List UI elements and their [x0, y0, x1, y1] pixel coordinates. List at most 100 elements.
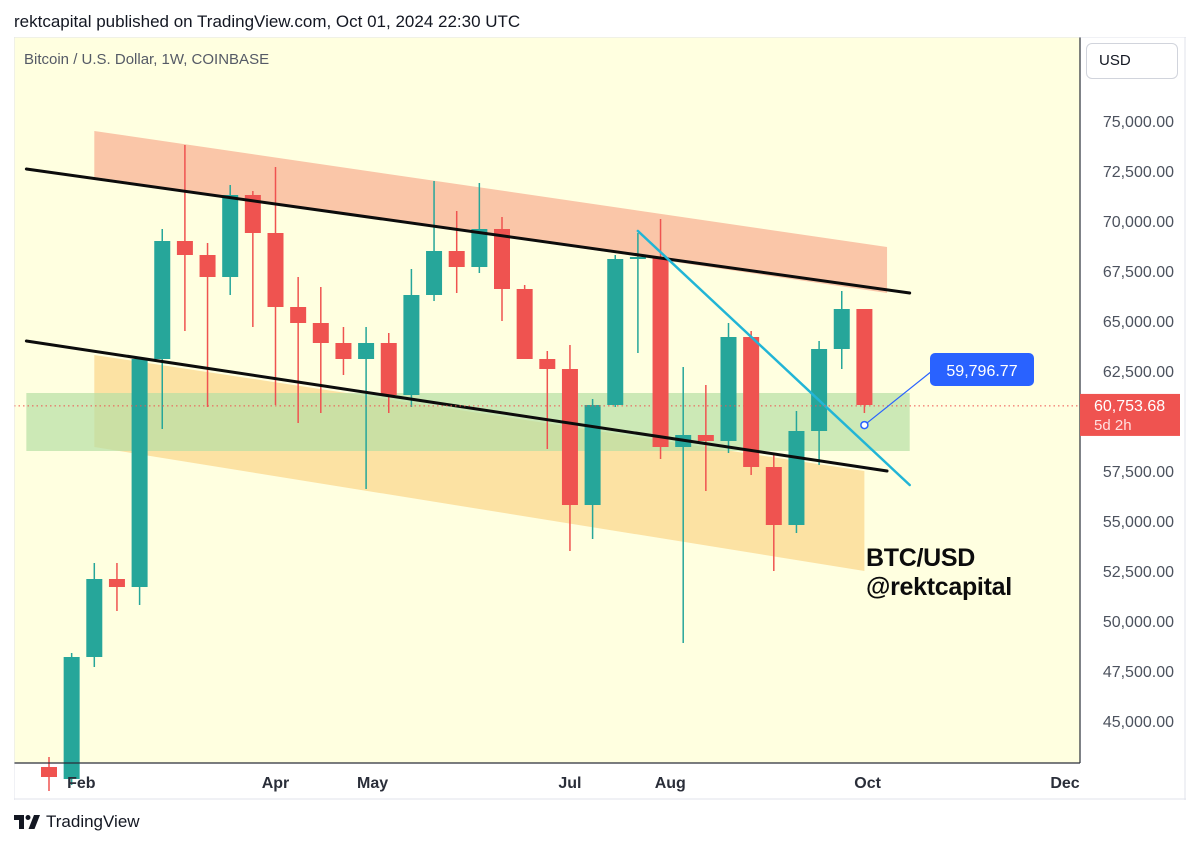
candle-body [516, 289, 533, 359]
candle[interactable] [856, 309, 873, 413]
candle[interactable] [131, 359, 148, 605]
candle[interactable] [403, 269, 420, 407]
candle-body [108, 579, 125, 587]
candle-body [788, 431, 805, 525]
candle-body [41, 767, 57, 777]
footer-brand[interactable]: TradingView [14, 812, 140, 832]
price-tick-label: 50,000.00 [1103, 614, 1174, 631]
candle[interactable] [222, 185, 239, 295]
candle-body [244, 195, 261, 233]
candle-body [63, 657, 80, 779]
candle[interactable] [584, 399, 601, 539]
candle[interactable] [154, 229, 171, 429]
candle-body [539, 359, 556, 369]
resistance-zone [94, 131, 888, 293]
candle-body [426, 251, 443, 295]
candle[interactable] [63, 653, 80, 785]
time-tick-label: Jul [558, 775, 581, 792]
callout-label: 59,796.77 [946, 363, 1017, 380]
candle[interactable] [448, 211, 465, 293]
candle[interactable] [811, 341, 828, 465]
candle[interactable] [244, 191, 261, 327]
last-price-countdown: 5d 2h [1094, 417, 1132, 434]
candle[interactable] [176, 145, 193, 331]
time-tick-label: Aug [655, 775, 686, 792]
currency-selector[interactable]: USD [1086, 43, 1178, 79]
publish-header: rektcapital published on TradingView.com… [14, 12, 521, 31]
candle[interactable] [516, 285, 533, 359]
candle[interactable] [471, 183, 488, 273]
candle-body [856, 309, 873, 405]
candle[interactable] [833, 291, 850, 369]
price-axis[interactable]: 75,000.00 72,500.00 70,000.00 67,500.00 65,0… [1103, 114, 1174, 731]
candle[interactable] [426, 181, 443, 301]
candle-body [154, 241, 171, 359]
candle-body [176, 241, 193, 255]
candles-layer[interactable] [41, 145, 873, 791]
candle[interactable] [86, 563, 103, 667]
trendlines-layer [14, 167, 1080, 487]
candle[interactable] [607, 255, 624, 407]
candle[interactable] [629, 233, 646, 353]
candle-body [811, 349, 828, 431]
candle-body [312, 323, 329, 343]
candle-body [561, 369, 578, 505]
price-tick-label: 70,000.00 [1103, 214, 1174, 231]
zones-layer [26, 131, 910, 571]
price-tick-label: 62,500.00 [1103, 364, 1174, 381]
candle[interactable] [267, 167, 284, 405]
time-tick-label: Feb [67, 775, 96, 792]
green-zone [26, 393, 910, 451]
candle[interactable] [743, 331, 760, 475]
chart-frame[interactable]: 75,000.00 72,500.00 70,000.00 67,500.00 65,0… [14, 37, 1186, 800]
candle-body [267, 233, 284, 307]
downtrend-line [636, 229, 911, 487]
tradingview-logo-icon [14, 815, 40, 829]
footer-brand-label: TradingView [46, 812, 140, 831]
candle[interactable] [697, 385, 714, 491]
candle-body [335, 343, 352, 359]
time-axis[interactable]: Feb Apr May Jul Aug Oct Dec [67, 775, 1080, 792]
callout-anchor [860, 420, 869, 430]
price-tick-label: 57,500.00 [1103, 464, 1174, 481]
candle[interactable] [108, 563, 125, 611]
watermark-pair: BTC/USD [866, 544, 976, 572]
price-tick-label: 55,000.00 [1103, 514, 1174, 531]
candle-body [380, 343, 397, 395]
time-tick-label: Oct [854, 775, 881, 792]
candle[interactable] [561, 345, 578, 551]
candle-body [743, 337, 760, 467]
time-tick-label: Dec [1050, 775, 1079, 792]
price-tick-label: 75,000.00 [1103, 114, 1174, 131]
candle[interactable] [788, 411, 805, 533]
callout-leader [864, 370, 933, 426]
price-markers: 59,796.77 60,753.68 5d 2h [860, 353, 1180, 436]
candle[interactable] [312, 287, 329, 413]
candle[interactable] [380, 333, 397, 413]
candle[interactable] [290, 277, 307, 423]
candle[interactable] [358, 327, 375, 489]
candle[interactable] [199, 243, 216, 407]
time-tick-label: Apr [262, 775, 290, 792]
price-tick-label: 45,000.00 [1103, 714, 1174, 731]
upper-trendline [24, 167, 912, 295]
price-tick-label: 72,500.00 [1103, 164, 1174, 181]
candle-body [720, 337, 737, 441]
candle[interactable] [335, 327, 352, 375]
time-tick-label: May [357, 775, 388, 792]
candle-body [765, 467, 782, 525]
time-axis-background [14, 763, 1186, 800]
candle[interactable] [720, 323, 737, 453]
candle-body [199, 255, 216, 277]
candle-body [697, 435, 714, 441]
chart-watermark: BTC/USD @rektcapital [866, 544, 1012, 602]
candle-body [290, 307, 307, 323]
candle[interactable] [765, 455, 782, 571]
candle-body [471, 229, 488, 267]
candle-body [448, 251, 465, 267]
candle-body [833, 309, 850, 349]
price-tick-label: 47,500.00 [1103, 664, 1174, 681]
price-chart[interactable]: 75,000.00 72,500.00 70,000.00 67,500.00 65,0… [14, 37, 1186, 800]
candle[interactable] [539, 351, 556, 449]
symbol-title[interactable]: Bitcoin / U.S. Dollar, 1W, COINBASE [24, 51, 270, 68]
